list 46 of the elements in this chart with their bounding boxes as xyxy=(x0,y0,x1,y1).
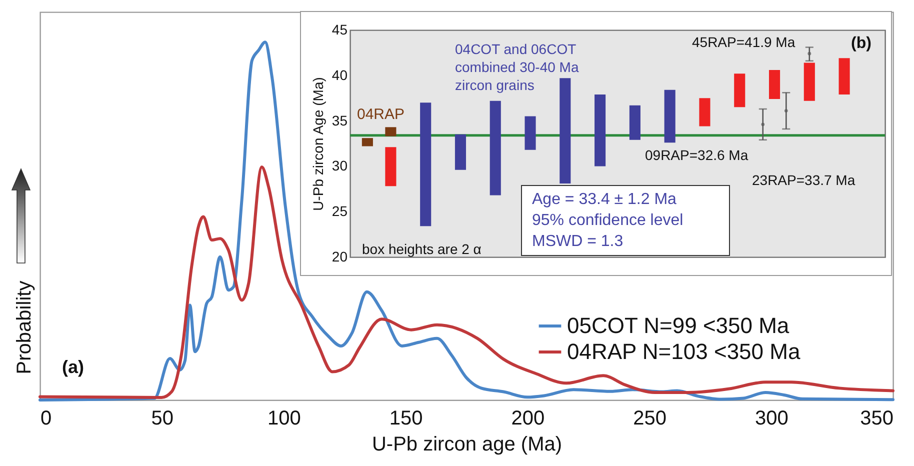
bar xyxy=(664,90,676,143)
annotation: 45RAP=41.9 Ma xyxy=(692,34,796,50)
point xyxy=(808,52,812,56)
bar xyxy=(454,134,466,170)
legend-label: 04RAP N=103 <350 Ma xyxy=(567,339,801,364)
annotation: (a) xyxy=(62,357,84,378)
x-axis-title: U-Pb zircon age (Ma) xyxy=(372,434,562,456)
y-tick-label: 30 xyxy=(332,158,348,174)
annotation: box heights are 2 α xyxy=(362,241,482,257)
annotation: 09RAP=32.6 Ma xyxy=(645,147,748,163)
x-tick-label: 200 xyxy=(511,408,545,430)
bar xyxy=(490,100,501,196)
point xyxy=(784,109,788,113)
bar xyxy=(385,127,396,136)
y-tick-label: 25 xyxy=(332,203,348,220)
bar xyxy=(524,116,536,150)
bar xyxy=(385,147,396,186)
annotation: 23RAP=33.7 Ma xyxy=(752,172,856,188)
x-tick-label: 350 xyxy=(860,408,894,430)
x-tick-label: 50 xyxy=(151,408,174,430)
y-tick-label: 35 xyxy=(332,112,348,128)
bar xyxy=(699,98,710,126)
bar xyxy=(560,78,571,184)
x-tick-label: 150 xyxy=(389,408,423,430)
legend-label: 05COT N=99 <350 Ma xyxy=(567,313,790,338)
x-tick-label: 300 xyxy=(754,408,788,430)
annotation: 04RAP xyxy=(357,106,405,123)
y-tick-label: 20 xyxy=(332,248,348,264)
bar xyxy=(768,70,780,100)
bar xyxy=(362,138,373,146)
y-axis-title: U-Pb zircon Age (Ma) xyxy=(310,77,326,211)
x-tick-label: 100 xyxy=(268,408,301,430)
bar xyxy=(734,74,746,108)
y-axis-title: Probability xyxy=(14,280,36,374)
y-tick-label: 45 xyxy=(332,22,348,38)
y-tick-label: 40 xyxy=(332,66,348,83)
bar xyxy=(594,94,606,166)
x-tick-label: 250 xyxy=(633,408,666,430)
bar xyxy=(838,58,850,94)
callout-box: Age = 33.4 ± 1.2 Ma 95% confidence level MSWD = 1.3 xyxy=(521,185,730,256)
annotation: (b) xyxy=(851,35,872,53)
annotation: 04COT and 06COT combined 30-40 Ma zircon grains xyxy=(455,40,579,94)
point xyxy=(761,122,765,126)
bar xyxy=(629,105,640,140)
x-tick-label: 0 xyxy=(40,408,52,430)
bar xyxy=(420,102,432,226)
